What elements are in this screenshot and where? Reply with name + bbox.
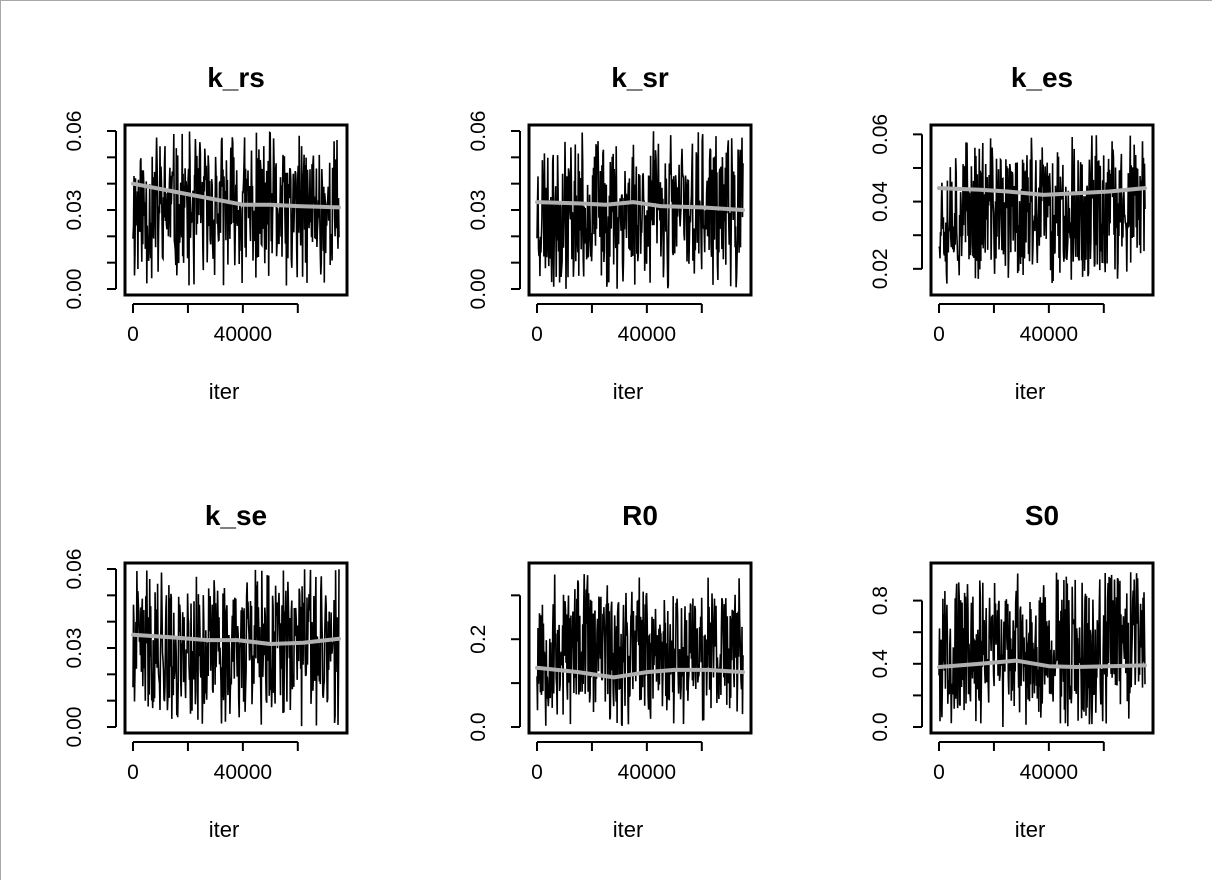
panel-k-sr: k_sr 0 40000 iter 0.00 0.03 0.06: [467, 62, 753, 404]
panel-title: k_sr: [611, 62, 669, 93]
y-tick-label: 0.03: [63, 190, 86, 231]
plot-frame: [929, 561, 1155, 735]
x-tick-label: 40000: [618, 323, 676, 346]
y-tick-label: 0.02: [869, 248, 892, 289]
x-tick-label: 0: [933, 323, 945, 346]
x-tick-label: 0: [127, 323, 139, 346]
plot-frame: [123, 123, 349, 297]
trace-line: [536, 131, 744, 289]
x-axis-title: iter: [613, 379, 644, 404]
x-axis-title: iter: [209, 817, 240, 842]
y-tick-label: 0.06: [869, 114, 892, 155]
x-axis-title: iter: [1015, 817, 1046, 842]
panel-r0: R0 0 40000 iter 0.0 0.2: [467, 500, 753, 842]
y-axis: 0.0 0.4 0.8: [869, 586, 923, 742]
x-tick-label: 0: [933, 761, 945, 784]
y-axis: 0.00 0.03 0.06: [63, 111, 117, 310]
y-tick-label: 0.0: [467, 712, 490, 741]
y-tick-label: 0.2: [467, 625, 490, 654]
plot-frame: [527, 123, 753, 297]
y-tick-label: 0.00: [467, 269, 490, 310]
x-tick-label: 40000: [1020, 323, 1078, 346]
y-tick-label: 0.06: [467, 111, 490, 152]
panel-k-se: k_se 0 40000 iter 0.00 0.03 0.06: [63, 500, 349, 842]
y-tick-label: 0.0: [869, 712, 892, 741]
x-axis: 0 40000 iter: [531, 741, 703, 842]
panel-k-es: k_es 0 40000 iter 0.02 0.04 0.06: [869, 62, 1155, 404]
y-tick-label: 0.8: [869, 586, 892, 615]
trace-line: [938, 572, 1146, 728]
y-axis: 0.0 0.2: [467, 594, 521, 742]
x-axis: 0 40000 iter: [933, 303, 1105, 404]
x-axis: 0 40000 iter: [127, 741, 299, 842]
x-tick-label: 40000: [618, 761, 676, 784]
y-tick-label: 0.4: [869, 649, 892, 679]
y-axis: 0.02 0.04 0.06: [869, 114, 923, 289]
x-tick-label: 0: [127, 761, 139, 784]
y-tick-label: 0.06: [63, 549, 86, 590]
panel-k-rs: k_rs 0 40000 iter 0.00 0.03 0.06: [63, 62, 349, 404]
x-tick-label: 40000: [1020, 761, 1078, 784]
smooth-line: [131, 181, 341, 210]
y-tick-label: 0.03: [467, 190, 490, 231]
trace-line: [938, 135, 1146, 284]
trace-line: [536, 574, 744, 727]
panel-title: S0: [1025, 500, 1059, 531]
y-tick-label: 0.06: [63, 111, 86, 152]
smooth-line: [937, 658, 1147, 669]
y-tick-label: 0.00: [63, 707, 86, 748]
x-axis: 0 40000 iter: [933, 741, 1105, 842]
panel-title: k_rs: [207, 62, 265, 93]
smooth-line: [535, 665, 745, 680]
x-axis-title: iter: [1015, 379, 1046, 404]
x-tick-label: 0: [531, 761, 543, 784]
x-tick-label: 0: [531, 323, 543, 346]
x-axis-title: iter: [613, 817, 644, 842]
panel-title: k_se: [205, 500, 267, 531]
smooth-line: [131, 632, 341, 646]
y-tick-label: 0.00: [63, 269, 86, 310]
x-axis-title: iter: [209, 379, 240, 404]
panel-title: R0: [622, 500, 658, 531]
plot-frame: [929, 123, 1155, 297]
plot-frame: [123, 561, 349, 735]
trace-line: [132, 131, 340, 286]
plot-frame: [527, 561, 753, 735]
smooth-line: [535, 200, 745, 212]
x-axis: 0 40000 iter: [127, 303, 299, 404]
y-tick-label: 0.04: [869, 181, 892, 222]
y-tick-label: 0.03: [63, 628, 86, 669]
x-axis: 0 40000 iter: [531, 303, 703, 404]
y-axis: 0.00 0.03 0.06: [467, 111, 521, 310]
y-axis: 0.00 0.03 0.06: [63, 549, 117, 748]
x-tick-label: 40000: [214, 761, 272, 784]
panel-title: k_es: [1011, 62, 1073, 93]
smooth-line: [937, 186, 1147, 197]
x-tick-label: 40000: [214, 323, 272, 346]
trace-line: [132, 569, 340, 727]
panel-s0: S0 0 40000 iter 0.0 0.4 0.8: [869, 500, 1155, 842]
